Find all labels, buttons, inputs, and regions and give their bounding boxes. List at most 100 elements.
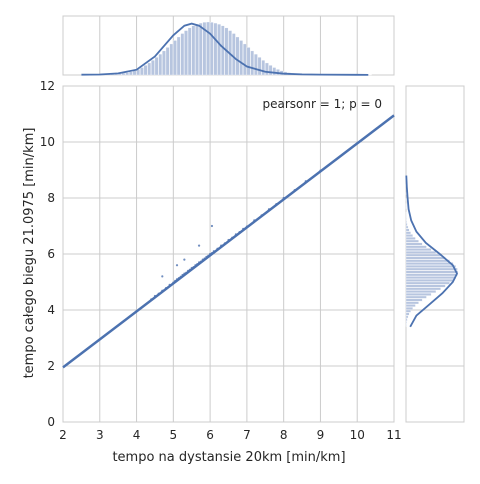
right-hist-bar: [406, 274, 457, 276]
top-hist-bar: [262, 60, 265, 75]
right-hist-bar: [406, 268, 457, 270]
scatter-point: [211, 225, 213, 227]
scatter-point: [198, 245, 200, 247]
x-tick-label: 5: [170, 428, 178, 442]
top-hist-bar: [144, 65, 147, 75]
right-hist-bar: [406, 293, 431, 295]
scatter-point: [183, 259, 185, 261]
x-tick-label: 11: [386, 428, 401, 442]
x-tick-label: 6: [206, 428, 214, 442]
y-tick-label: 0: [47, 415, 55, 429]
right-hist-bar: [406, 285, 445, 287]
top-hist-bar: [269, 65, 272, 75]
right-hist-bar: [406, 282, 450, 284]
grid: [63, 16, 464, 422]
top-hist-bar: [166, 47, 169, 75]
x-axis-label: tempo na dystansie 20km [min/km]: [112, 450, 345, 465]
top-hist-bar: [265, 63, 268, 75]
top-hist-bar: [148, 63, 151, 75]
top-hist-bar: [181, 34, 184, 75]
right-hist-bar: [406, 304, 415, 306]
top-hist-bar: [232, 34, 235, 75]
top-hist-bar: [247, 47, 250, 75]
pearson-annotation: pearsonr = 1; p = 0: [262, 97, 382, 111]
top-hist-bar: [159, 54, 162, 75]
top-hist-bar: [126, 73, 129, 75]
right-hist-bar: [406, 246, 426, 248]
right-hist-bar: [406, 243, 422, 245]
y-axis-label: tempo całego biegu 21.0975 [min/km]: [22, 128, 37, 379]
right-hist-bar: [406, 226, 408, 228]
right-hist-bar: [406, 307, 413, 309]
top-hist-bar: [214, 23, 217, 75]
top-hist-bar: [258, 57, 261, 75]
right-hist-bar: [406, 271, 458, 273]
right-hist-bar: [406, 324, 407, 326]
top-hist-bar: [221, 26, 224, 75]
top-hist-bar: [254, 54, 257, 75]
right-hist-bar: [406, 257, 445, 259]
right-hist-bar: [406, 251, 436, 253]
right-hist-bar: [406, 220, 407, 222]
x-tick-label: 9: [317, 428, 325, 442]
x-tick-label: 10: [350, 428, 365, 442]
right-hist-bar: [406, 248, 431, 250]
top-hist-bar: [140, 68, 143, 75]
top-hist-bar: [177, 37, 180, 75]
right-hist-bar: [406, 299, 422, 301]
right-hist-bar: [406, 218, 407, 220]
top-hist-bar: [170, 44, 173, 75]
right-hist-bar: [406, 310, 411, 312]
top-hist-bar: [199, 23, 202, 75]
top-hist-bar: [251, 51, 254, 75]
scatter-point: [161, 275, 163, 277]
right-hist-bar: [406, 290, 436, 292]
top-hist-bar: [243, 44, 246, 75]
right-hist-bar: [406, 288, 441, 290]
scatter-point: [176, 264, 178, 266]
x-tick-label: 3: [96, 428, 104, 442]
top-hist-bar: [240, 40, 243, 75]
top-hist-bar: [192, 26, 195, 75]
top-hist-bar: [273, 68, 276, 75]
right-hist-bar: [406, 321, 407, 323]
right-hist-bar: [406, 313, 409, 315]
right-hist-bar: [406, 223, 407, 225]
top-hist-bar: [129, 72, 132, 75]
x-tick-label: 4: [133, 428, 141, 442]
right-hist-bar: [406, 279, 453, 281]
y-tick-label: 12: [40, 79, 55, 93]
right-hist-bar: [406, 234, 413, 236]
y-tick-label: 8: [47, 191, 55, 205]
top-hist-bar: [217, 24, 220, 75]
top-hist-bar: [206, 22, 209, 75]
top-hist-bar: [195, 24, 198, 75]
top-hist-bar: [151, 60, 154, 75]
top-hist-bar: [210, 22, 213, 75]
top-hist-bar: [188, 28, 191, 75]
right-hist-bar: [406, 276, 456, 278]
right-hist-bar: [406, 254, 441, 256]
top-hist-bar: [133, 71, 136, 75]
y-tick-label: 2: [47, 359, 55, 373]
right-hist-bar: [406, 260, 450, 262]
right-hist-bar: [406, 240, 419, 242]
x-tick-label: 2: [59, 428, 67, 442]
x-tick-label: 7: [243, 428, 251, 442]
right-hist-bar: [406, 229, 409, 231]
right-hist-bar: [406, 316, 408, 318]
x-tick-label: 8: [280, 428, 288, 442]
top-hist-bar: [236, 37, 239, 75]
top-hist-bar: [155, 57, 158, 75]
top-hist-bar: [162, 51, 165, 75]
right-hist-bar: [406, 318, 407, 320]
y-tick-label: 10: [40, 135, 55, 149]
y-tick-label: 6: [47, 247, 55, 261]
right-hist-bar: [406, 232, 411, 234]
top-hist-bar: [173, 40, 176, 75]
right-hist-bar: [406, 265, 456, 267]
top-hist-bar: [184, 31, 187, 75]
right-hist-bar: [406, 262, 453, 264]
